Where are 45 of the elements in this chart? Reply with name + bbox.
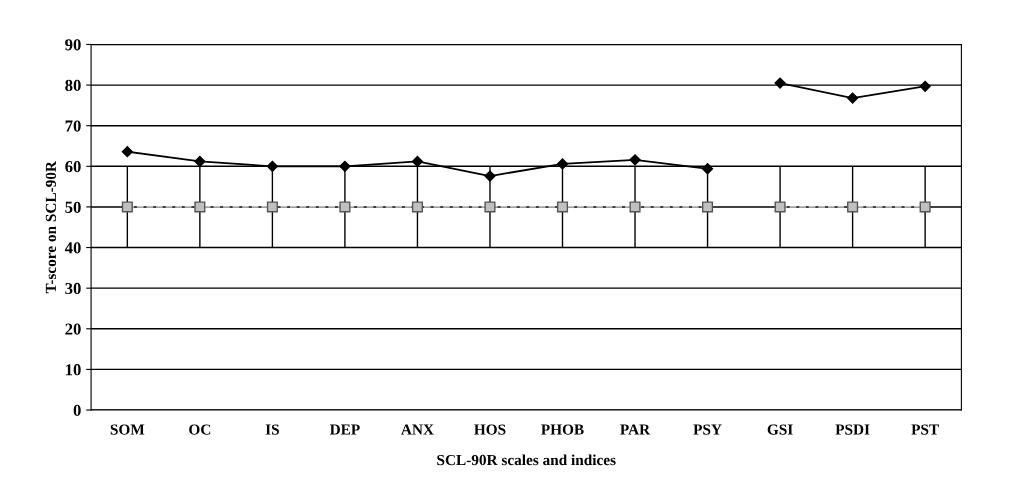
x-tick-label: PSY: [693, 424, 722, 435]
x-tick-label: ANX: [401, 424, 434, 435]
x-tick-label: PHOB: [541, 424, 584, 435]
x-tick-label: PSDI: [835, 424, 870, 435]
y-tick-label: 60: [65, 161, 81, 173]
x-tick-label: OC: [189, 424, 211, 435]
point: [774, 77, 786, 89]
point: [774, 201, 786, 213]
point: [339, 201, 351, 213]
point: [339, 160, 351, 172]
point: [121, 146, 133, 158]
point: [556, 201, 569, 213]
point: [847, 92, 859, 104]
y-tick-label: 80: [65, 79, 81, 92]
point: [629, 201, 641, 213]
y-tick-label: 90: [65, 39, 81, 51]
point: [919, 201, 931, 213]
x-tick-label: PAR: [620, 424, 651, 435]
point: [121, 201, 133, 213]
y-tick-label: 30: [65, 282, 81, 295]
x-tick-label: PST: [911, 424, 939, 435]
point: [484, 201, 496, 213]
y-tick-label: 40: [64, 242, 81, 254]
x-axis-title: SCL-90R scales and indices: [437, 454, 616, 466]
x-tick-label: HOS: [474, 424, 506, 435]
point: [266, 160, 279, 172]
y-tick-label: 0: [73, 404, 81, 416]
point: [411, 201, 424, 213]
y-axis-title: T-score on SCL-90R: [45, 160, 57, 294]
x-tick-label: DEP: [329, 424, 360, 435]
x-tick-label: GSI: [767, 424, 793, 435]
y-tick-label: 50: [65, 201, 81, 213]
y-tick-label: 70: [65, 120, 81, 132]
point: [629, 154, 641, 166]
y-tick-label: 20: [65, 323, 81, 335]
y-tick-label: 10: [66, 364, 81, 376]
point: [919, 80, 931, 92]
point: [701, 163, 714, 175]
point: [194, 201, 206, 213]
point: [847, 201, 859, 213]
x-tick-label: IS: [265, 424, 279, 435]
point: [556, 158, 569, 170]
point: [702, 201, 714, 213]
x-tick-label: SOM: [110, 424, 145, 435]
point: [266, 201, 278, 213]
